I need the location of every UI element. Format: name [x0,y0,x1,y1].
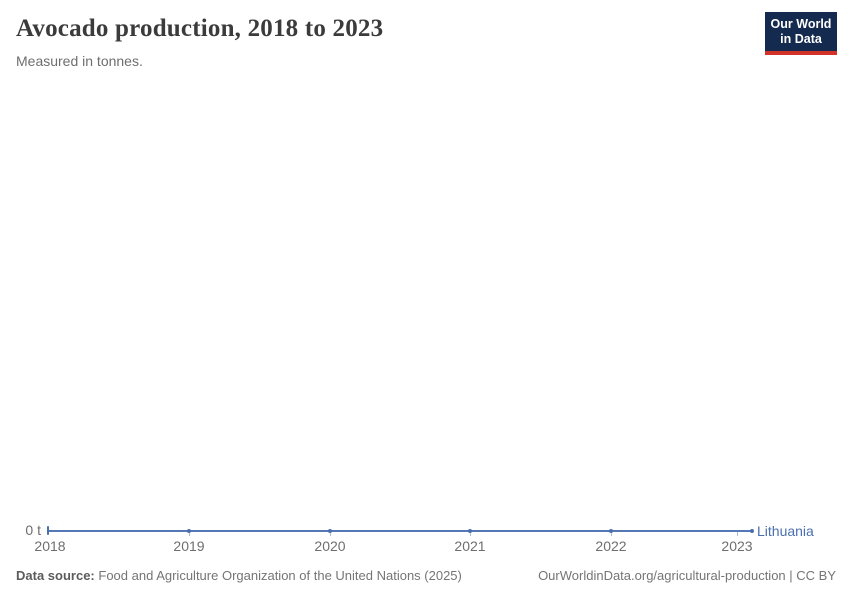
y-axis-zero-label: 0 t [25,522,41,538]
x-axis-label-2018: 2018 [34,538,66,554]
x-axis-tick [737,532,738,536]
x-axis-label-2019: 2019 [173,538,205,554]
data-point-2019 [187,528,191,533]
chart-subtitle: Measured in tonnes. [16,53,143,69]
page-title: Avocado production, 2018 to 2023 [16,15,384,42]
data-source-text: Food and Agriculture Organization of the… [98,568,462,583]
license-link: OurWorldinData.org/agricultural-producti… [538,568,836,583]
x-axis-label-2022: 2022 [595,538,627,554]
x-axis-tick [189,532,190,536]
owid-logo-line1: Our World [770,16,832,31]
x-axis-label-2020: 2020 [314,538,346,554]
data-point-2023 [750,528,754,533]
plot-area [0,85,850,555]
data-point-2018 [47,526,49,535]
owid-logo-line2: in Data [780,31,822,46]
x-axis-label-2023: 2023 [721,538,753,554]
x-axis-tick [330,532,331,536]
x-axis-tick [611,532,612,536]
data-point-2020 [328,528,332,533]
data-source-note: Data source: Food and Agriculture Organi… [16,568,462,583]
x-axis-label-2021: 2021 [454,538,486,554]
data-point-2021 [468,528,472,533]
series-label-lithuania: Lithuania [757,523,814,539]
chart-footer: Data source: Food and Agriculture Organi… [16,568,836,583]
x-axis-tick [470,532,471,536]
owid-logo: Our World in Data [765,12,837,55]
data-point-2022 [609,528,613,533]
series-line-lithuania [48,530,752,532]
data-source-label: Data source: [16,568,95,583]
